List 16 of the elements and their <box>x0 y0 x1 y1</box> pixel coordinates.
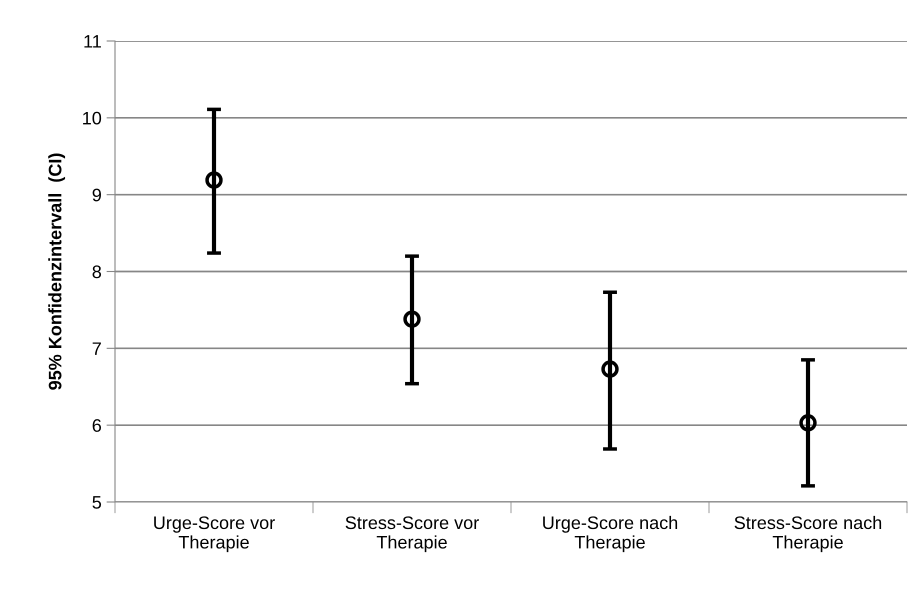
point <box>601 360 619 378</box>
point <box>403 310 421 328</box>
y-tick-label: 7 <box>92 342 101 355</box>
x-tick-label: Stress-Score nach Therapie <box>734 516 882 552</box>
y-tick-label: 5 <box>92 496 102 509</box>
point <box>205 171 223 189</box>
y-tick-label: 8 <box>92 265 102 278</box>
x-tick-label: Urge-Score nach Therapie <box>543 516 678 552</box>
y-tick-label: 6 <box>92 419 102 432</box>
y-axis-title: 95% Konfidenzintervall (CI) <box>48 154 66 390</box>
y-tick-label: 10 <box>83 112 102 125</box>
y-tick-label: 9 <box>92 188 101 202</box>
x-tick-label: Urge-Score vor Therapie <box>154 516 275 552</box>
x-tick-label: Stress-Score vor Therapie <box>346 516 479 552</box>
point <box>799 414 817 432</box>
y-tick-label: 11 <box>84 35 101 48</box>
